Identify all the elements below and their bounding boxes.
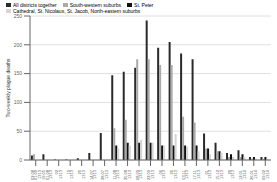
svg-text:20: 20	[169, 170, 175, 175]
svg-text:01: 01	[203, 170, 209, 175]
svg-text:1313: 1313	[173, 169, 178, 179]
svg-text:26.01: 26.01	[249, 170, 255, 180]
svg-text:09.02: 09.02	[261, 170, 266, 180]
svg-text:1313: 1313	[104, 169, 109, 179]
svg-text:1313: 1313	[58, 169, 63, 179]
svg-text:19: 19	[65, 170, 71, 175]
svg-text:1314: 1314	[242, 169, 247, 179]
svg-text:0: 0	[19, 157, 22, 163]
svg-text:150: 150	[14, 70, 23, 76]
svg-text:19.05: 19.05	[41, 170, 47, 180]
svg-text:1313: 1313	[92, 169, 97, 179]
svg-text:1313: 1313	[36, 170, 42, 179]
svg-text:Two-weekly plague deaths: Two-weekly plague deaths	[8, 58, 11, 117]
svg-text:50: 50	[16, 128, 22, 134]
svg-text:11.08: 11.08	[111, 170, 117, 180]
svg-text:08.09: 08.09	[134, 170, 140, 180]
svg-text:1313: 1313	[184, 169, 189, 179]
svg-text:1313: 1313	[150, 169, 155, 179]
svg-text:03.11: 03.11	[180, 170, 186, 180]
svg-text:14.07: 14.07	[88, 170, 94, 180]
svg-text:17.11: 17.11	[192, 170, 198, 180]
svg-text:29: 29	[226, 170, 232, 175]
svg-text:1313: 1313	[69, 169, 74, 179]
html-text:South-western suburbs: South-western suburbs	[69, 2, 122, 8]
html-text:Cathedral, St. Nicolaus, St. J: Cathedral, St. Nicolaus, St. Jacob, Nort…	[13, 8, 141, 14]
svg-text:1314: 1314	[265, 169, 269, 179]
svg-text:1313: 1313	[127, 169, 132, 179]
svg-text:20: 20	[77, 170, 83, 175]
svg-text:200: 200	[14, 42, 23, 48]
svg-text:1313: 1313	[230, 169, 235, 179]
svg-text:1313: 1313	[81, 169, 86, 179]
svg-text:25.08: 25.08	[123, 170, 129, 180]
svg-text:100: 100	[14, 99, 23, 105]
svg-text:02: 02	[54, 170, 60, 175]
svg-text:1313: 1313	[196, 169, 201, 179]
svg-text:28.07: 28.07	[100, 170, 106, 180]
svg-text:1314: 1314	[253, 169, 258, 179]
svg-text:1313: 1313	[161, 169, 166, 179]
svg-text:01.09: 01.09	[33, 170, 39, 180]
svg-text:1313: 1313	[219, 169, 224, 179]
html-text:St. Peter: St. Peter	[134, 2, 154, 8]
svg-text:1313: 1313	[207, 169, 212, 179]
svg-text:06: 06	[157, 170, 163, 175]
svg-text:1313: 1313	[48, 169, 53, 179]
html-text:All districts together: All districts together	[13, 2, 57, 8]
svg-text:15.12: 15.12	[215, 170, 221, 180]
svg-text:22.09: 22.09	[146, 170, 152, 180]
svg-text:1313: 1313	[115, 169, 120, 179]
svg-text:02.08: 02.08	[29, 170, 35, 180]
svg-text:1313: 1313	[138, 169, 143, 179]
svg-text:12.01: 12.01	[238, 170, 243, 180]
svg-text:01.08: 01.08	[44, 170, 50, 180]
svg-text:250: 250	[14, 13, 23, 19]
